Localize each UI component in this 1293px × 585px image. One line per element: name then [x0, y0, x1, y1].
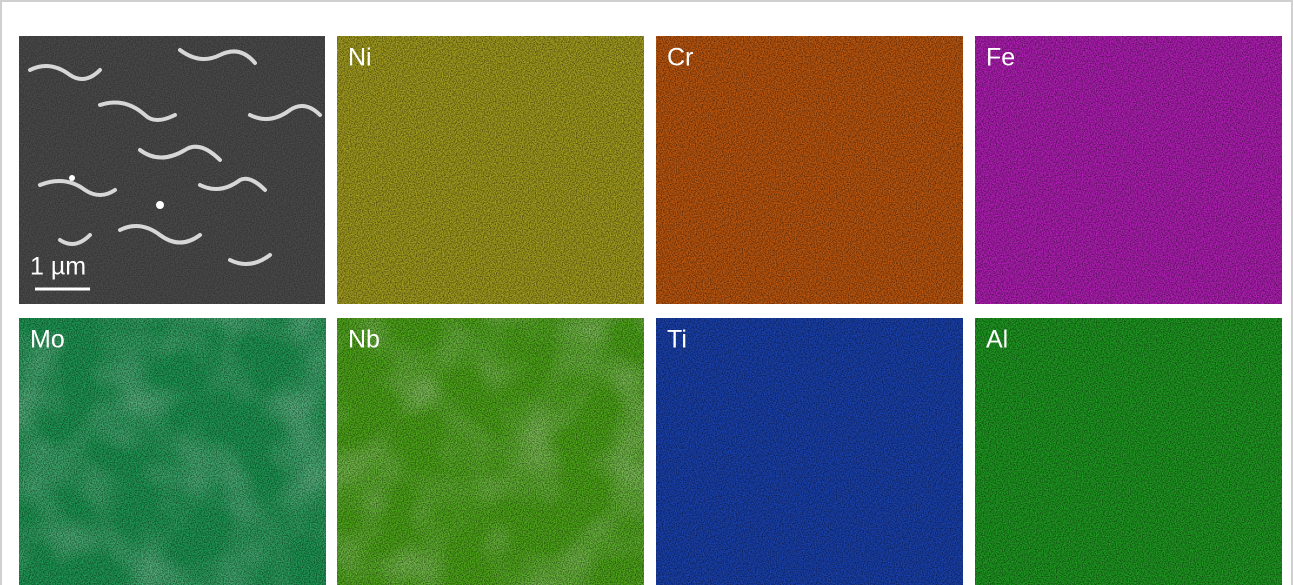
map-label: Cr: [667, 44, 693, 72]
element-map: Ni: [337, 36, 644, 304]
map-noise: [975, 36, 1282, 304]
map-noise: [656, 318, 963, 585]
element-map: Fe: [975, 36, 1282, 304]
map-label: Fe: [986, 44, 1015, 72]
map-label: Nb: [348, 326, 380, 354]
element-map: Mo: [19, 318, 326, 585]
page: 1 µm NiCrFeMoNbTiAl (() => { const data …: [0, 0, 1293, 585]
element-map: Cr: [656, 36, 963, 304]
scale-bar-label: 1 µm: [30, 253, 86, 281]
map-noise: [337, 318, 644, 585]
map-noise: [656, 36, 963, 304]
map-noise: [975, 318, 1282, 585]
element-map: Ti: [656, 318, 963, 585]
map-label: Ti: [667, 326, 687, 354]
element-map: Nb: [337, 318, 644, 585]
map-label: Al: [986, 326, 1008, 354]
map-label: Mo: [30, 326, 65, 354]
figure: 1 µm Ni Cr Fe Mo Nb Ti Al: [0, 0, 1293, 585]
map-noise: [337, 36, 644, 304]
element-map: Al: [975, 318, 1282, 585]
map-noise: [19, 318, 326, 585]
map-label: Ni: [348, 44, 372, 72]
